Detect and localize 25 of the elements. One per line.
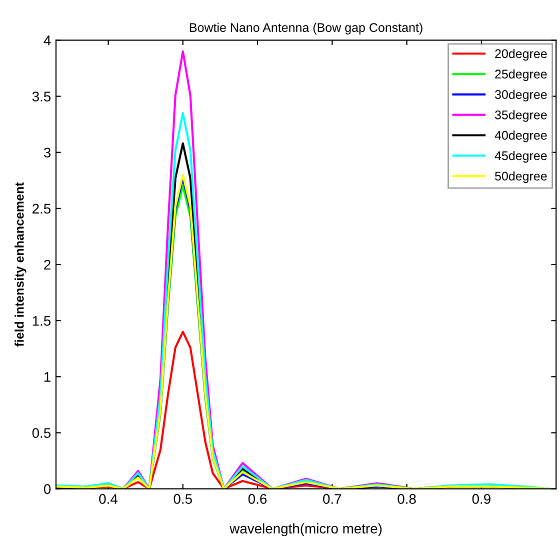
y-tick-label: 1.5: [32, 316, 51, 326]
y-axis-title: field intensity enhancement: [14, 182, 26, 347]
x-tick-label: 0.9: [472, 494, 490, 504]
y-tick-label: 1: [44, 372, 50, 382]
y-tick-label: 4: [44, 36, 51, 46]
y-tick-label: 2: [44, 260, 50, 270]
legend-label: 40degree: [494, 130, 547, 142]
y-tick-label: 2.5: [32, 204, 51, 214]
x-tick-label: 0.6: [248, 494, 267, 504]
x-tick-label: 0.8: [398, 494, 416, 504]
x-tick-label: 0.4: [99, 494, 118, 504]
legend-label: 35degree: [494, 110, 547, 122]
legend-label: 25degree: [495, 69, 547, 82]
y-tick-label: 0: [44, 484, 51, 494]
chart-title: Bowtie Nano Antenna (Bow gap Constant): [190, 22, 422, 34]
legend-label: 45degree: [494, 150, 547, 163]
x-axis-title: wavelength(micro metre): [230, 523, 382, 536]
y-tick-label: 3: [44, 148, 51, 158]
x-tick-label: 0.5: [174, 494, 192, 504]
y-tick-label: 3.5: [32, 92, 51, 102]
legend-label: 30degree: [494, 90, 547, 102]
legend-label: 50degree: [495, 171, 547, 184]
x-tick-label: 0.7: [323, 494, 342, 504]
y-tick-label: 0.5: [32, 428, 51, 438]
legend-label: 20degree: [495, 48, 547, 61]
